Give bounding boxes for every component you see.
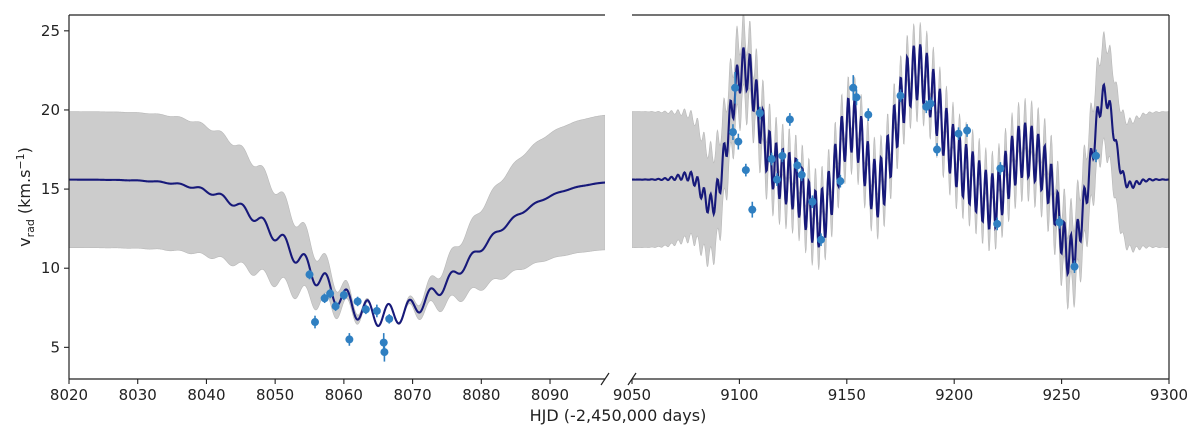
data-point (305, 270, 314, 279)
right-panel-frame (632, 14, 1170, 380)
y-axis-title-unit-close: ) (15, 147, 34, 153)
data-point (793, 161, 802, 170)
left-uncertainty-band (69, 111, 605, 327)
data-point (728, 128, 737, 137)
data-point (353, 297, 362, 306)
data-point (797, 170, 806, 179)
data-point (996, 164, 1005, 173)
data-point (326, 289, 335, 298)
data-point (345, 335, 354, 344)
data-point (864, 110, 873, 119)
data-point (1070, 262, 1079, 271)
x-tick-label: 8060 (325, 386, 363, 404)
data-point (734, 137, 743, 146)
y-axis-title-unit: (km.s (15, 170, 34, 220)
data-point (1091, 151, 1100, 160)
left-panel-frame (68, 14, 605, 380)
data-point (748, 205, 757, 214)
x-tick-label: 9300 (1150, 386, 1188, 404)
y-tick-label: 25 (41, 22, 60, 40)
axis-break-marks (600, 372, 637, 386)
x-tick-label: 9100 (720, 386, 758, 404)
data-point (933, 145, 942, 154)
data-point (896, 91, 905, 100)
y-axis-ticks: 5 10 15 20 25 (41, 22, 69, 356)
x-tick-label: 8050 (256, 386, 294, 404)
data-point (849, 83, 858, 92)
data-point (926, 99, 935, 108)
data-point (1055, 218, 1064, 227)
x-tick-label: 9050 (613, 386, 651, 404)
x-tick-label: 8030 (119, 386, 157, 404)
data-point (731, 83, 740, 92)
x-tick-label: 8080 (462, 386, 500, 404)
left-panel: 8020 8030 8040 8050 8060 8070 8080 8090 5 10 15 20… (41, 14, 605, 404)
y-axis-title: vrad (km.s−1) (14, 147, 37, 247)
data-point (361, 305, 370, 314)
data-point (767, 155, 776, 164)
y-axis-title-symbol: v (15, 237, 34, 246)
data-point (808, 197, 817, 206)
y-tick-label: 5 (50, 338, 60, 356)
right-plot-area (632, 15, 1169, 311)
x-tick-label: 8070 (393, 386, 431, 404)
data-point (993, 219, 1002, 228)
x-tick-label: 8020 (50, 386, 88, 404)
data-point (963, 126, 972, 135)
data-point (385, 314, 394, 323)
data-point (339, 291, 348, 300)
x-tick-label: 9250 (1043, 386, 1081, 404)
x-tick-label: 9150 (828, 386, 866, 404)
data-point (320, 294, 329, 303)
data-point (741, 166, 750, 175)
axis-break-mark (627, 372, 637, 386)
data-point (331, 302, 340, 311)
x-tick-label: 8090 (531, 386, 569, 404)
y-axis-title-exponent: −1 (14, 153, 27, 169)
data-point (836, 177, 845, 186)
right-uncertainty-band (632, 15, 1169, 311)
data-point (954, 129, 963, 138)
data-point (785, 115, 794, 124)
data-point (755, 109, 764, 118)
y-axis-title-subscript: rad (24, 219, 37, 237)
data-point (817, 235, 826, 244)
y-tick-label: 10 (41, 259, 60, 277)
x-axis-title: HJD (-2,450,000 days) (530, 406, 707, 425)
left-x-axis-ticks: 8020 8030 8040 8050 8060 8070 8080 8090 (50, 379, 569, 404)
right-x-axis-ticks: 9050 9100 9150 9200 9250 9300 (613, 379, 1188, 404)
x-tick-label: 9200 (935, 386, 973, 404)
right-panel: 9050 9100 9150 9200 9250 9300 (613, 14, 1188, 404)
right-model-line (632, 44, 1169, 278)
y-tick-label: 15 (41, 180, 60, 198)
data-point (778, 151, 787, 160)
x-tick-label: 8040 (187, 386, 225, 404)
y-tick-label: 20 (41, 101, 60, 119)
data-point (380, 348, 389, 357)
data-point (311, 318, 320, 327)
data-point (772, 175, 781, 184)
axis-break-mark (600, 372, 610, 386)
data-point (372, 306, 381, 315)
left-plot-area (69, 111, 605, 362)
data-point (852, 93, 861, 102)
